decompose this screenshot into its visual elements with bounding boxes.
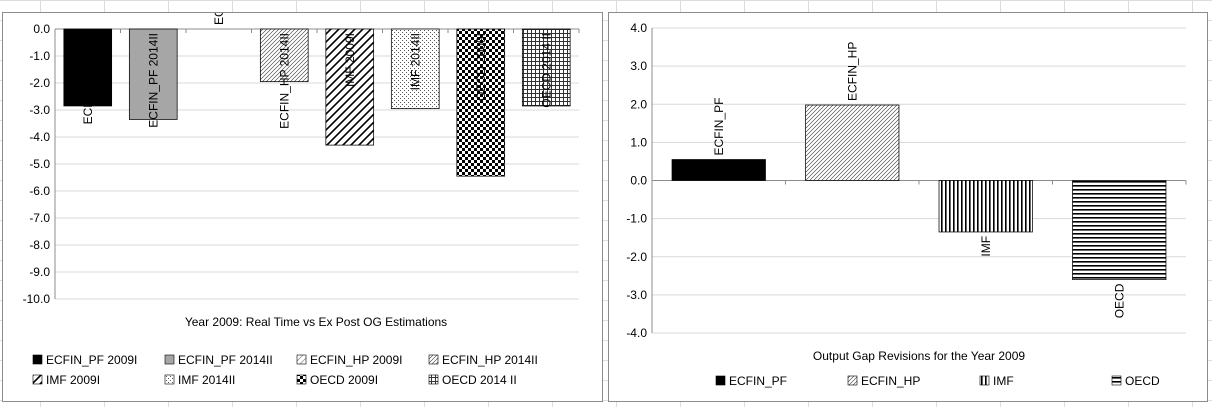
legend-swatch	[32, 354, 43, 365]
data-label-oecd-2014-ii: OECD 2014 II	[539, 33, 553, 108]
y-tick-label: -5.0	[29, 157, 50, 171]
bar-ecfin-hp-2014ii	[259, 28, 309, 83]
legend-item-ecfin-pf: ECFIN_PF	[715, 374, 787, 388]
legend-label: OECD	[1125, 374, 1160, 388]
chart-panel-og-revisions: 4.0 3.0 2.0 1.0 0.0 -1.0 -2.0 -3.0 -4.0 ECFIN_PF E…	[608, 12, 1208, 402]
y-tick-label: -10.0	[23, 292, 51, 306]
y-tick-label: -1.0	[626, 212, 647, 226]
chart-title: Year 2009: Real Time vs Ex Post OG Estim…	[185, 315, 447, 329]
bar-imf	[938, 180, 1033, 233]
legend-label: ECFIN_HP 2009I	[310, 353, 403, 367]
legend-swatch	[296, 354, 307, 365]
legend-item-oecd-2014-ii: OECD 2014 II	[428, 373, 517, 387]
legend-item-imf-2014ii: IMF 2014II	[164, 373, 235, 387]
legend-swatch	[847, 375, 858, 386]
data-label-ecfin-hp: ECFIN_HP	[845, 42, 859, 101]
legend-label: IMF 2014II	[178, 373, 235, 387]
y-tick-label: -2.0	[29, 76, 50, 90]
legend-swatch	[164, 374, 175, 385]
data-label-imf-2014ii: IMF 2014II	[408, 33, 422, 90]
bar-oecd-2014-ii	[521, 28, 571, 107]
legend-item-ecfin-hp-2014ii: ECFIN_HP 2014II	[428, 353, 538, 367]
data-label-ecfin-pf-2009i: ECFIN_PF 2009I	[81, 33, 95, 124]
y-tick-label: -8.0	[29, 238, 50, 252]
y-tick-label: -3.0	[626, 288, 647, 302]
y-tick-label: 1.0	[630, 135, 647, 149]
legend-item-ecfin-hp: ECFIN_HP	[847, 374, 920, 388]
y-tick-label: -2.0	[626, 250, 647, 264]
legend-item-ecfin-hp-2009i: ECFIN_HP 2009I	[296, 353, 403, 367]
bar-imf-2009i	[325, 28, 375, 146]
legend-swatch	[428, 374, 439, 385]
y-tick-label: -3.0	[29, 103, 50, 117]
legend-label: IMF 2009I	[46, 373, 100, 387]
legend-label: IMF	[993, 374, 1014, 388]
y-tick-label: 2.0	[630, 97, 647, 111]
legend-item-imf: IMF	[979, 374, 1014, 388]
legend-item-imf-2009i: IMF 2009I	[32, 373, 100, 387]
bar-oecd	[1072, 180, 1167, 280]
data-label-oecd: OECD	[1112, 283, 1126, 318]
legend-item-oecd-2009i: OECD 2009I	[296, 373, 378, 387]
data-label-imf: IMF	[979, 236, 993, 257]
legend-item-oecd: OECD	[1111, 374, 1160, 388]
legend-item-ecfin-pf-2014ii: ECFIN_PF 2014II	[164, 353, 273, 367]
legend-label: ECFIN_PF 2009I	[46, 353, 137, 367]
bar-ecfin-pf-2014ii	[128, 28, 178, 120]
y-tick-label: -7.0	[29, 211, 50, 225]
chart-title: Output Gap Revisions for the Year 2009	[813, 349, 1025, 363]
gridlines	[652, 27, 1186, 334]
y-tick-label: 0.0	[33, 22, 50, 36]
legend-label: ECFIN_HP 2014II	[442, 353, 538, 367]
y-tick-label: -4.0	[626, 326, 647, 340]
data-label-ecfin-pf-2014ii: ECFIN_PF 2014II	[146, 33, 160, 128]
bar-ecfin-pf-2009i	[63, 28, 113, 107]
y-tick-label: -6.0	[29, 184, 50, 198]
y-tick-label: -1.0	[29, 49, 50, 63]
data-label-imf-2009i: IMF 2009I	[343, 33, 357, 87]
og-estimations-chart: 0.0 -1.0 -2.0 -3.0 -4.0 -5.0 -6.0 -7.0 -8.0 -9.0 -…	[23, 13, 580, 387]
legend-swatch	[1111, 375, 1122, 386]
legend-swatch	[296, 374, 307, 385]
legend-swatch	[164, 354, 175, 365]
y-tick-label: -9.0	[29, 265, 50, 279]
y-tick-label: 4.0	[630, 21, 647, 35]
bar-imf-2014ii	[390, 28, 440, 110]
data-label-ecfin-pf: ECFIN_PF	[712, 98, 726, 156]
legend-label: ECFIN_PF 2014II	[178, 353, 273, 367]
legend-swatch	[979, 375, 990, 386]
legend-label: ECFIN_PF	[729, 374, 787, 388]
data-label-oecd-2009i: OECD 2009I	[474, 33, 488, 101]
og-revisions-chart: 4.0 3.0 2.0 1.0 0.0 -1.0 -2.0 -3.0 -4.0 ECFIN_PF E…	[626, 21, 1187, 388]
bar-ecfin-pf	[671, 159, 766, 181]
legend-item-ecfin-pf-2009i: ECFIN_PF 2009I	[32, 353, 137, 367]
data-label-ecfin-hp-2009i: ECFIN_HP 2009I	[212, 13, 226, 25]
bar-oecd-2009i	[456, 28, 506, 177]
data-label-ecfin-hp-2014ii: ECFIN_HP 2014II	[277, 33, 291, 129]
legend-label: ECFIN_HP	[861, 374, 920, 388]
y-tick-label: 0.0	[630, 174, 647, 188]
y-tick-label: -4.0	[29, 130, 50, 144]
bar-ecfin-hp	[805, 104, 900, 181]
chart-panel-og-estimations: 0.0 -1.0 -2.0 -3.0 -4.0 -5.0 -6.0 -7.0 -8.0 -9.0 -…	[2, 12, 603, 402]
legend-swatch	[715, 375, 726, 386]
legend-swatch	[428, 354, 439, 365]
legend-swatch	[32, 374, 43, 385]
y-tick-label: 3.0	[630, 59, 647, 73]
legend-label: OECD 2014 II	[442, 373, 517, 387]
legend-label: OECD 2009I	[310, 373, 378, 387]
